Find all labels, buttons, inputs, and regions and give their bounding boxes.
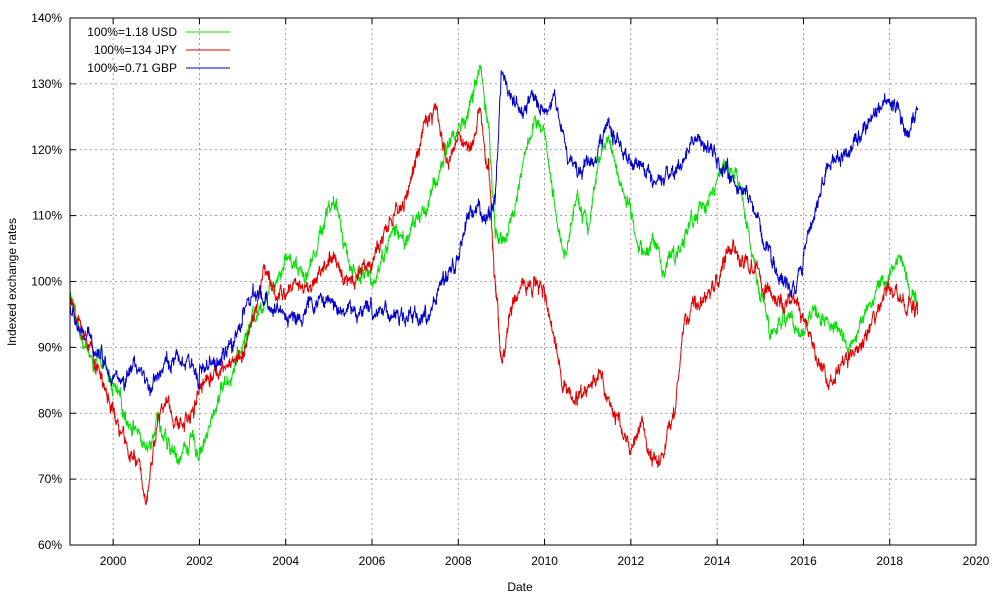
x-tick-label: 2002	[186, 554, 213, 568]
y-tick-label: 130%	[31, 77, 62, 91]
legend-label: 100%=0.71 GBP	[87, 61, 177, 75]
x-tick-label: 2010	[531, 554, 558, 568]
y-tick-label: 90%	[38, 340, 62, 354]
x-tick-label: 2018	[876, 554, 903, 568]
x-tick-label: 2016	[790, 554, 817, 568]
x-tick-label: 2006	[359, 554, 386, 568]
x-tick-label: 2014	[704, 554, 731, 568]
grid-lines	[70, 18, 976, 545]
y-tick-label: 140%	[31, 11, 62, 25]
legend: 100%=1.18 USD 100%=134 JPY 100%=0.71 GBP	[87, 25, 230, 75]
series-line	[69, 103, 918, 506]
y-tick-label: 120%	[31, 143, 62, 157]
series-line	[69, 70, 919, 397]
x-tick-label: 2004	[272, 554, 299, 568]
x-tick-label: 2008	[445, 554, 472, 568]
y-tick-label: 70%	[38, 472, 62, 486]
legend-label: 100%=1.18 USD	[87, 25, 177, 39]
axis-ticks: 60% 70% 80% 90% 100% 110% 120% 130% 140% 2000 2002…	[31, 11, 989, 568]
x-axis-title: Date	[507, 580, 533, 594]
y-tick-label: 60%	[38, 538, 62, 552]
series-line	[69, 64, 919, 466]
x-tick-label: 2020	[963, 554, 990, 568]
y-tick-label: 80%	[38, 406, 62, 420]
y-tick-label: 110%	[32, 209, 62, 223]
y-tick-label: 100%	[31, 275, 62, 289]
legend-label: 100%=134 JPY	[94, 43, 177, 57]
x-tick-label: 2012	[618, 554, 645, 568]
x-tick-label: 2000	[100, 554, 127, 568]
series-layer	[69, 64, 919, 506]
y-axis-title: Indexed exchange rates	[5, 218, 19, 346]
